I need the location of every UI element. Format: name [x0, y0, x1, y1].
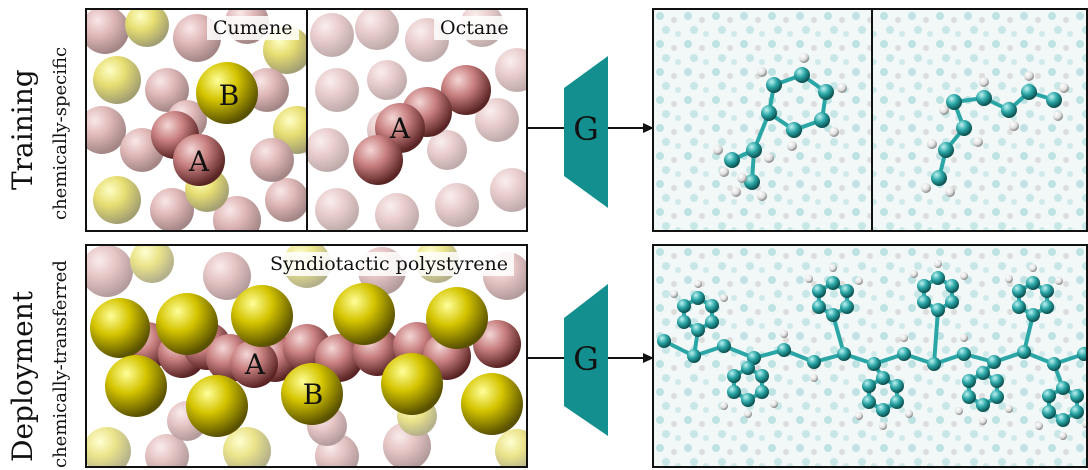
cg-deployment-panel: A B Syndiotactic polystyrene — [85, 244, 528, 468]
row-title-training: Training — [6, 69, 39, 190]
bead-label-a: A — [244, 348, 266, 381]
atomistic-training-scene — [654, 10, 1086, 230]
generator-flow-training: G — [526, 56, 654, 208]
generator-label: G — [573, 110, 599, 148]
row-subtitle-training: chemically-specific — [50, 46, 71, 220]
generator-flow-deployment: G — [526, 284, 654, 436]
cg-training-scene: B A A — [87, 10, 526, 230]
cg-deployment-scene: A B — [87, 246, 526, 466]
panel-label-polystyrene: Syndiotactic polystyrene — [264, 252, 515, 276]
panel-label-octane: Octane — [434, 16, 515, 40]
panel-label-cumene: Cumene — [207, 16, 299, 40]
bead-label-a: A — [188, 145, 210, 178]
row-title-deployment: Deployment — [6, 291, 39, 462]
bead-label-b: B — [303, 378, 324, 411]
arrow-head — [643, 123, 654, 133]
generator-label: G — [573, 340, 599, 378]
atomistic-training-panel — [652, 8, 1088, 232]
bead-label-a: A — [389, 112, 411, 145]
cg-training-panel: B A A Cumene Octane — [85, 8, 528, 232]
atomistic-deployment-scene — [654, 246, 1086, 466]
row-subtitle-deployment: chemically-transferred — [50, 260, 71, 468]
atomistic-deployment-panel — [652, 244, 1088, 468]
bead-label-b: B — [219, 79, 240, 112]
generator-shape — [564, 284, 608, 436]
generator-shape — [564, 56, 608, 208]
arrow-head — [643, 353, 654, 363]
